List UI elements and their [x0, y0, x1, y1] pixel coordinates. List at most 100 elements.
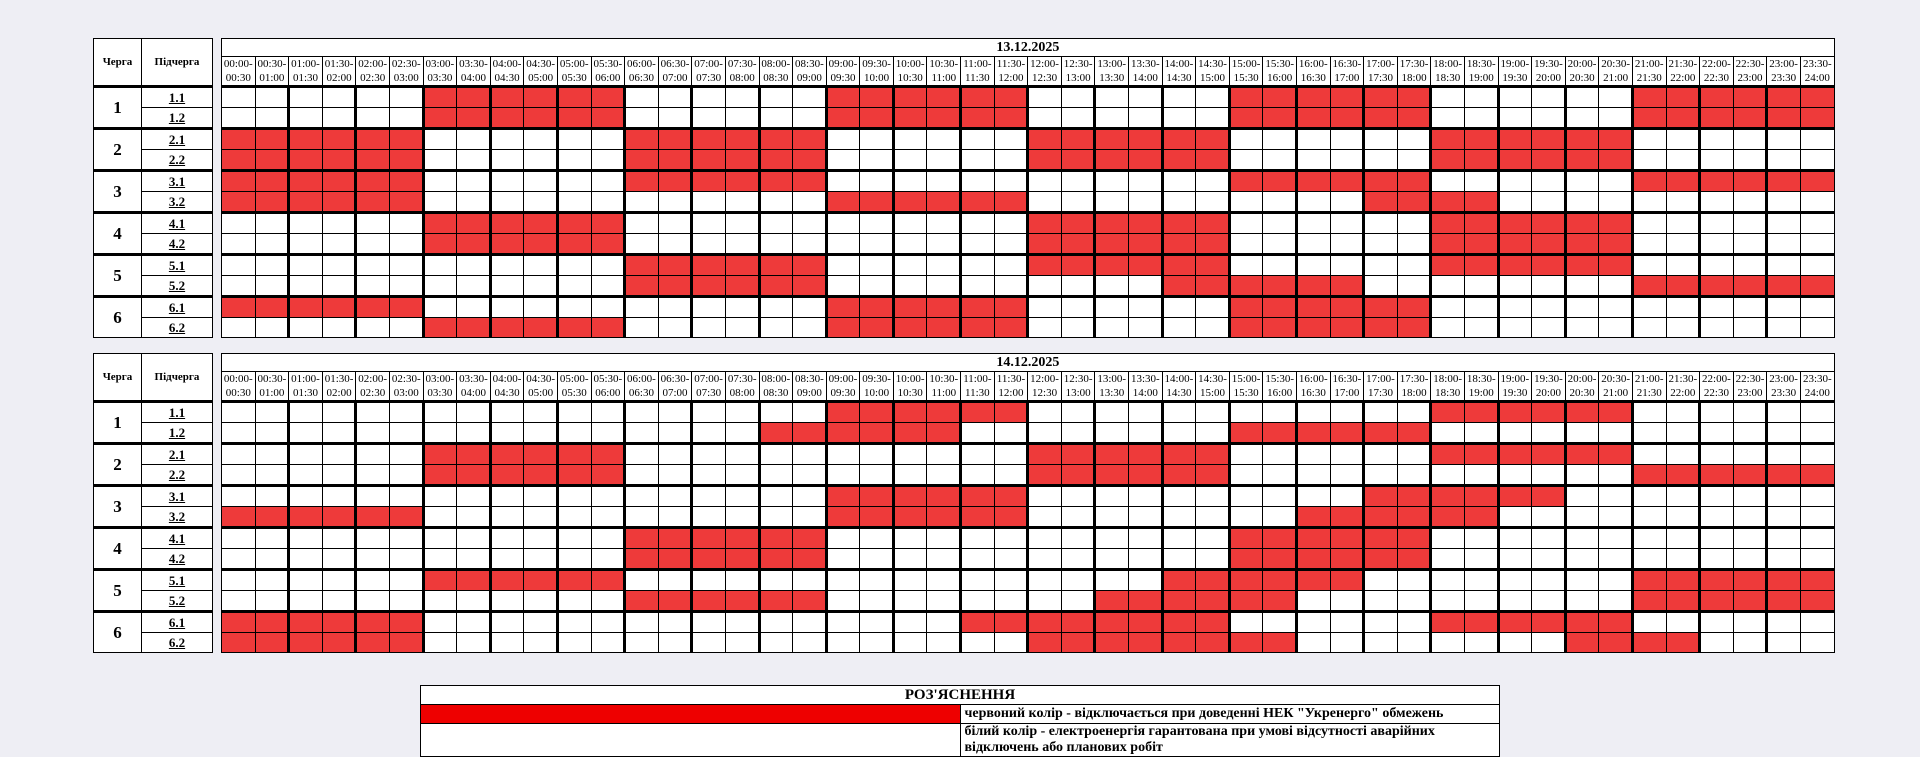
time-slot-end: 15:30: [1228, 71, 1263, 87]
slot-guaranteed: [1228, 233, 1264, 255]
subqueue-link[interactable]: 1.2: [141, 422, 213, 444]
subqueue-link[interactable]: 5.1: [141, 568, 213, 591]
column-gap: [212, 275, 222, 297]
slot-outage: [1732, 464, 1769, 486]
subqueue-link[interactable]: 4.2: [141, 548, 213, 570]
slot-outage: [422, 211, 458, 234]
slot-outage: [556, 233, 592, 255]
slot-guaranteed: [859, 590, 895, 612]
subqueue-link[interactable]: 1.2: [141, 107, 213, 129]
time-slot-start: 18:00-: [1430, 56, 1465, 71]
column-gap: [212, 149, 222, 171]
subqueue-link[interactable]: 5.2: [141, 590, 213, 612]
slot-guaranteed: [288, 233, 323, 255]
slot-guaranteed: [288, 253, 323, 276]
slot-guaranteed: [1531, 317, 1567, 338]
slot-outage: [1631, 85, 1667, 108]
subqueue-link[interactable]: 4.1: [141, 526, 213, 549]
time-slot-start: 15:30-: [1262, 371, 1297, 386]
time-slot-start: 14:00-: [1161, 371, 1196, 386]
slot-guaranteed: [691, 400, 726, 423]
slot-guaranteed: [221, 107, 256, 129]
slot-outage: [456, 85, 492, 108]
slot-outage: [1631, 632, 1667, 653]
slot-guaranteed: [926, 526, 963, 549]
slot-guaranteed: [355, 590, 390, 612]
subqueue-link[interactable]: 4.2: [141, 233, 213, 255]
slot-guaranteed: [657, 610, 694, 633]
subqueue-link[interactable]: 2.1: [141, 442, 213, 465]
slot-guaranteed: [422, 526, 458, 549]
subqueue-link[interactable]: 4.1: [141, 211, 213, 234]
slot-guaranteed: [1699, 422, 1734, 444]
slot-outage: [1195, 632, 1231, 653]
slot-guaranteed: [1598, 169, 1634, 192]
slot-outage: [691, 275, 726, 297]
subqueue-link[interactable]: 6.1: [141, 610, 213, 633]
slot-outage: [590, 211, 627, 234]
subqueue-link[interactable]: 1.1: [141, 400, 213, 423]
queue-number: 5: [93, 253, 142, 297]
subqueue-link[interactable]: 3.1: [141, 484, 213, 507]
slot-guaranteed: [657, 632, 694, 653]
queue-number: 2: [93, 127, 142, 171]
slot-guaranteed: [724, 484, 761, 507]
time-slot-start: 22:00-: [1699, 56, 1734, 71]
subqueue-link[interactable]: 2.2: [141, 464, 213, 486]
subqueue-link[interactable]: 3.1: [141, 169, 213, 192]
time-slot-end: 19:00: [1463, 386, 1499, 402]
slot-guaranteed: [792, 191, 828, 213]
slot-guaranteed: [792, 568, 828, 591]
slot-guaranteed: [792, 484, 828, 507]
subqueue-link[interactable]: 3.2: [141, 191, 213, 213]
subqueue-link[interactable]: 2.2: [141, 149, 213, 171]
subqueue-link[interactable]: 6.2: [141, 632, 213, 653]
slot-guaranteed: [1329, 253, 1366, 276]
slot-guaranteed: [355, 442, 390, 465]
time-slot-start: 00:30-: [254, 371, 289, 386]
schedule-date: 13.12.2025: [221, 38, 1835, 57]
slot-outage: [624, 548, 659, 570]
slot-outage: [422, 464, 458, 486]
subqueue-link[interactable]: 6.2: [141, 317, 213, 338]
slot-guaranteed: [724, 295, 761, 318]
slot-outage: [523, 442, 559, 465]
slot-guaranteed: [1531, 85, 1567, 108]
subqueue-link[interactable]: 6.1: [141, 295, 213, 318]
slot-outage: [1128, 211, 1164, 234]
slot-outage: [288, 295, 323, 318]
column-gap: [212, 254, 222, 276]
slot-outage: [926, 191, 963, 213]
subqueue-link[interactable]: 2.1: [141, 127, 213, 150]
slot-guaranteed: [691, 484, 726, 507]
slot-guaranteed: [1799, 127, 1835, 150]
time-slot-end: 03:00: [388, 386, 424, 402]
slot-outage: [1060, 127, 1097, 150]
slot-guaranteed: [1732, 191, 1769, 213]
slot-guaranteed: [1631, 484, 1667, 507]
slot-guaranteed: [1766, 484, 1801, 507]
slot-guaranteed: [590, 632, 627, 653]
slot-guaranteed: [1262, 442, 1298, 465]
subqueue-link[interactable]: 5.2: [141, 275, 213, 297]
slot-outage: [1094, 253, 1130, 276]
slot-outage: [456, 317, 492, 338]
slot-outage: [960, 295, 995, 318]
subqueue-link[interactable]: 1.1: [141, 85, 213, 108]
slot-outage: [1094, 442, 1130, 465]
subqueue-link[interactable]: 3.2: [141, 506, 213, 528]
slot-guaranteed: [1430, 632, 1465, 653]
time-slot-end: 22:30: [1699, 386, 1734, 402]
slot-guaranteed: [960, 169, 995, 192]
slot-outage: [388, 127, 425, 150]
slot-guaranteed: [825, 275, 861, 297]
slot-guaranteed: [422, 295, 458, 318]
time-slot-start: 03:00-: [422, 371, 457, 386]
time-slot-end: 11:00: [926, 386, 961, 402]
slot-guaranteed: [859, 568, 895, 591]
subqueue-link[interactable]: 5.1: [141, 253, 213, 276]
slot-outage: [288, 610, 323, 633]
slot-guaranteed: [1598, 484, 1634, 507]
slot-guaranteed: [1228, 149, 1264, 171]
slot-guaranteed: [926, 568, 963, 591]
